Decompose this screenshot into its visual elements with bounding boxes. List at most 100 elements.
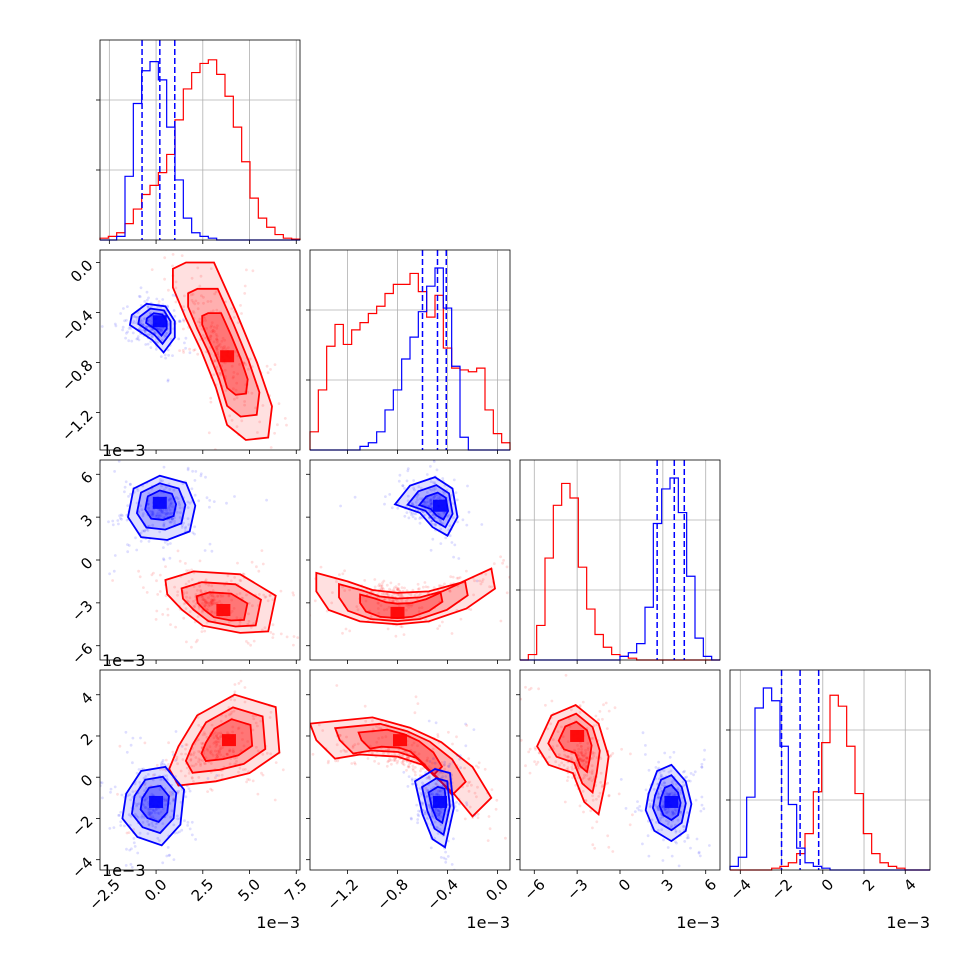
- blue-sample-point: [129, 492, 132, 496]
- red-sample-point: [393, 586, 396, 590]
- red-sample-point: [187, 569, 191, 573]
- red-sample-point: [166, 613, 170, 617]
- red-sample-point: [155, 609, 159, 613]
- blue-sample-point: [184, 899, 187, 902]
- blue-sample-point: [666, 793, 670, 796]
- red-sample-point: [463, 766, 466, 770]
- blue-sample-point: [668, 792, 672, 796]
- blue-sample-point: [467, 510, 471, 514]
- red-sample-point: [440, 761, 444, 764]
- red-sample-point: [417, 752, 421, 756]
- red-sample-point: [206, 300, 210, 303]
- red-sample-point: [591, 757, 594, 760]
- red-sample-point: [508, 575, 510, 579]
- red-sample-point: [209, 325, 213, 329]
- red-sample-point: [218, 372, 222, 375]
- blue-sample-point: [148, 509, 152, 513]
- blue-sample-point: [417, 809, 420, 813]
- red-sample-point: [407, 764, 410, 768]
- blue-sample-point: [430, 501, 434, 505]
- blue-density-peak: [152, 315, 167, 328]
- red-sample-point: [524, 764, 527, 768]
- blue-sample-point: [158, 327, 162, 331]
- blue-sample-point: [436, 793, 440, 797]
- red-sample-point: [246, 778, 250, 781]
- red-sample-point: [601, 717, 604, 721]
- red-sample-point: [281, 768, 285, 772]
- red-sample-point: [528, 688, 531, 691]
- red-sample-point: [217, 344, 221, 347]
- red-sample-point: [595, 756, 599, 759]
- blue-sample-point: [108, 827, 112, 830]
- blue-sample-point: [424, 503, 427, 507]
- blue-sample-point: [141, 529, 145, 533]
- red-sample-point: [363, 579, 367, 582]
- blue-sample-point: [682, 825, 686, 828]
- blue-sample-point: [129, 327, 133, 330]
- red-sample-point: [233, 690, 237, 694]
- red-sample-point: [178, 559, 182, 563]
- blue-sample-point: [167, 482, 171, 486]
- blue-sample-point: [638, 805, 642, 808]
- red-sample-point: [205, 601, 209, 605]
- red-sample-point: [189, 759, 193, 762]
- red-sample-point: [477, 761, 481, 765]
- red-sample-point: [184, 743, 188, 747]
- scatter-frame: [99, 249, 301, 451]
- red-sample-point: [580, 757, 583, 761]
- red-sample-point: [215, 326, 219, 330]
- red-sample-point: [345, 735, 348, 739]
- blue-sample-point: [139, 504, 143, 508]
- blue-sample-point: [161, 759, 165, 762]
- blue-sample-point: [656, 808, 660, 811]
- red-sample-point: [174, 280, 178, 284]
- red-sample-point: [533, 746, 537, 750]
- red-sample-point: [416, 587, 420, 591]
- red-sample-point: [387, 593, 390, 597]
- blue-sample-point: [421, 801, 424, 805]
- red-sample-point: [173, 585, 177, 589]
- red-sample-point: [592, 754, 596, 758]
- red-sample-point: [189, 753, 193, 757]
- blue-sample-point: [136, 489, 140, 492]
- red-sample-point: [562, 763, 566, 767]
- red-sample-point: [467, 781, 470, 785]
- blue-sample-point: [154, 514, 158, 518]
- red-sample-point: [190, 776, 194, 780]
- red-sample-point: [560, 761, 564, 765]
- blue-sample-point: [131, 736, 135, 740]
- blue-sample-point: [681, 780, 685, 784]
- red-sample-point: [397, 587, 400, 590]
- blue-sample-point: [128, 793, 132, 797]
- blue-sample-point: [129, 743, 133, 747]
- red-sample-point: [442, 763, 445, 767]
- red-sample-point: [167, 763, 170, 766]
- blue-sample-point: [441, 477, 445, 480]
- blue-sample-point: [162, 762, 165, 766]
- y-tick-label: 2: [77, 730, 96, 749]
- blue-sample-point: [183, 341, 186, 345]
- red-sample-point: [382, 751, 385, 755]
- blue-sample-point: [125, 318, 128, 322]
- blue-sample-point: [668, 792, 671, 796]
- red-sample-point: [448, 589, 451, 593]
- red-sample-point: [353, 761, 356, 765]
- blue-sample-point: [451, 760, 455, 764]
- blue-sample-point: [416, 818, 420, 821]
- red-sample-point: [216, 338, 219, 342]
- red-sample-point: [217, 751, 221, 755]
- red-sample-point: [210, 602, 214, 606]
- red-sample-point: [214, 246, 217, 249]
- blue-sample-point: [164, 356, 168, 360]
- red-sample-point: [118, 744, 122, 748]
- red-sample-point: [222, 755, 226, 759]
- red-sample-point: [213, 611, 217, 615]
- blue-sample-point: [426, 491, 429, 494]
- blue-sample-point: [151, 815, 155, 819]
- red-sample-point: [232, 316, 236, 319]
- blue-sample-point: [453, 543, 457, 547]
- red-sample-point: [505, 565, 509, 569]
- blue-sample-point: [127, 339, 131, 343]
- blue-sample-point: [167, 877, 170, 880]
- blue-sample-point: [668, 755, 672, 759]
